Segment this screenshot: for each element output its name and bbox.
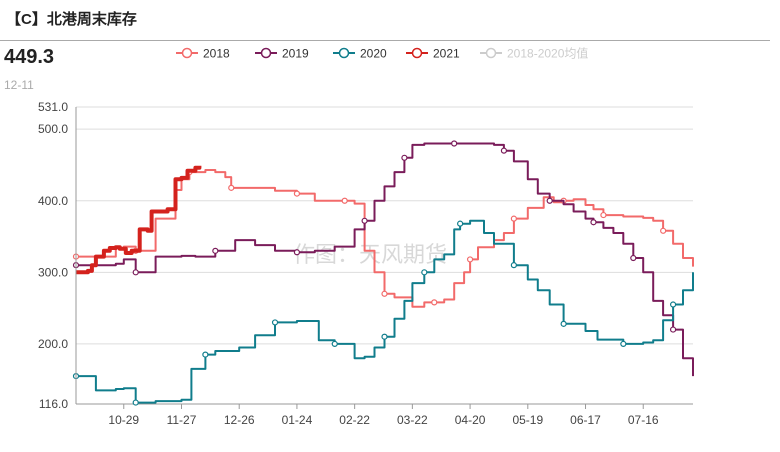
title-divider bbox=[0, 40, 770, 41]
series-2018-point bbox=[466, 256, 474, 263]
legend-marker bbox=[411, 47, 423, 59]
series-2019-point bbox=[401, 154, 408, 161]
series-2020-point bbox=[510, 262, 517, 269]
legend: 2018 2019 2020 2021 2018-2020均值 bbox=[176, 46, 588, 61]
y-tick-label: 300.0 bbox=[38, 265, 68, 279]
series-group bbox=[72, 140, 694, 406]
y-tick-label: 531.0 bbox=[38, 100, 68, 114]
x-tick-label: 05-19 bbox=[512, 413, 543, 427]
series-2019-point bbox=[212, 247, 219, 254]
legend-marker bbox=[485, 47, 497, 59]
legend-marker bbox=[338, 47, 350, 59]
series-2019-point bbox=[361, 217, 368, 224]
series-2018-line bbox=[76, 169, 694, 308]
x-tick-label: 07-16 bbox=[628, 413, 659, 427]
watermark: 作图：天风期货 bbox=[293, 242, 447, 267]
chart-title: 【C】北港周末库存 bbox=[6, 11, 137, 28]
series-2019-point bbox=[500, 147, 508, 154]
x-tick-label: 12-26 bbox=[224, 413, 255, 427]
x-tick-label: 03-22 bbox=[397, 413, 428, 427]
legend-label: 2020 bbox=[360, 47, 387, 61]
series-2020-point bbox=[620, 340, 627, 347]
current-value: 449.3 bbox=[4, 46, 55, 68]
series-2019-point bbox=[451, 140, 458, 147]
series-2018-point bbox=[660, 227, 667, 234]
legend-label: 2018 bbox=[203, 47, 230, 61]
series-2020-point bbox=[381, 333, 388, 340]
axes: 116.0 200.0 300.0 400.0 500.0 531.0 10-29 11-27… bbox=[38, 100, 659, 427]
series-2018-point bbox=[293, 190, 301, 197]
series-2019-point bbox=[293, 249, 301, 256]
y-tick-label: 200.0 bbox=[38, 337, 68, 351]
series-2018-point bbox=[600, 211, 607, 219]
x-tick-label: 04-20 bbox=[455, 413, 486, 427]
series-2021-line bbox=[76, 165, 202, 275]
legend-marker bbox=[181, 47, 193, 59]
series-2019-point bbox=[630, 254, 637, 262]
series-2020-point bbox=[132, 399, 139, 406]
y-tick-label: 116.0 bbox=[39, 397, 68, 411]
series-2020-point bbox=[421, 269, 428, 276]
x-tick-label: 06-17 bbox=[570, 413, 601, 427]
x-tick-label: 10-29 bbox=[108, 413, 139, 427]
series-2019-point bbox=[669, 326, 677, 333]
x-tick-label: 02-22 bbox=[339, 413, 370, 427]
current-date: 12-11 bbox=[4, 78, 34, 92]
series-2020-line bbox=[76, 219, 694, 404]
y-tick-label: 500.0 bbox=[38, 122, 68, 136]
series-2018-point bbox=[228, 184, 235, 191]
series-2019-point bbox=[132, 269, 139, 276]
series-2019-point bbox=[590, 219, 597, 226]
series-2020-point bbox=[457, 220, 464, 227]
x-tick-label: 11-27 bbox=[167, 413, 197, 427]
series-2018-point bbox=[381, 290, 388, 297]
series-2018-point bbox=[341, 197, 348, 204]
legend-label: 2019 bbox=[282, 47, 309, 61]
series-2020-point bbox=[331, 340, 338, 347]
series-2020-point bbox=[560, 320, 567, 327]
series-2018-point bbox=[431, 299, 438, 306]
series-2020-point bbox=[202, 351, 209, 358]
x-tick-label: 01-24 bbox=[282, 413, 313, 427]
legend-marker bbox=[260, 47, 272, 59]
series-2020-point bbox=[271, 319, 279, 326]
y-tick-label: 400.0 bbox=[38, 194, 68, 208]
series-2019-point bbox=[546, 197, 553, 204]
series-2018-point bbox=[510, 215, 517, 222]
legend-label: 2021 bbox=[433, 47, 460, 61]
legend-label: 2018-2020均值 bbox=[507, 46, 588, 61]
series-2020-point bbox=[669, 301, 677, 308]
